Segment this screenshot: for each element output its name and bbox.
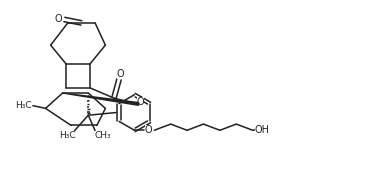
Text: OH: OH (255, 125, 270, 135)
Text: O: O (137, 97, 144, 107)
Polygon shape (63, 93, 139, 105)
Text: O: O (117, 69, 124, 79)
Text: H₃C: H₃C (15, 101, 32, 110)
Text: O: O (54, 14, 62, 24)
Text: H₃C: H₃C (59, 131, 75, 140)
Text: O: O (145, 125, 153, 135)
Text: CH₃: CH₃ (94, 131, 111, 140)
